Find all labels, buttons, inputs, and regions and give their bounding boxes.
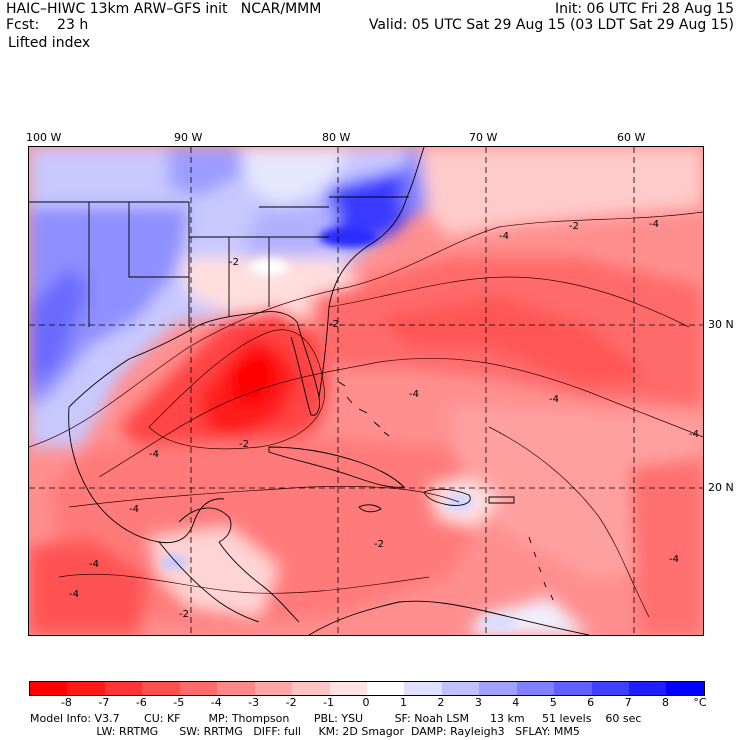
colorbar-tick-label: 8 xyxy=(662,696,670,709)
contour-label: -2 xyxy=(329,319,339,330)
valid-time: Valid: 05 UTC Sat 29 Aug 15 (03 LDT Sat … xyxy=(368,17,734,33)
lon-label-90w: 90 W xyxy=(174,131,203,144)
colorbar-swatch xyxy=(179,682,218,695)
colorbar-tick-label: -5 xyxy=(173,696,185,709)
contour-label: -2 xyxy=(374,539,384,550)
colorbar-tick-label: 2 xyxy=(437,696,445,709)
colorbar-tick-label: 4 xyxy=(512,696,520,709)
colorbar-swatch xyxy=(30,682,68,695)
colorbar-swatch xyxy=(104,682,143,695)
colorbar-tick-label: 7 xyxy=(624,696,632,709)
contour-lines xyxy=(29,211,703,618)
colorbar-swatch xyxy=(591,682,629,695)
contour-label: -4 xyxy=(149,449,159,460)
colorbar-swatch xyxy=(254,682,293,695)
colorbar-swatch xyxy=(142,682,180,695)
lon-label-100w: 100 W xyxy=(26,131,62,144)
colorbar-swatch xyxy=(666,682,704,695)
colorbar-swatch xyxy=(479,682,517,695)
contour-label: -2 xyxy=(239,439,249,450)
colorbar-tick-label: 0 xyxy=(362,696,370,709)
colorbar-swatch xyxy=(292,682,330,695)
lon-label-80w: 80 W xyxy=(322,131,351,144)
contour-label: -4 xyxy=(129,504,139,515)
field-name: Lifted index xyxy=(8,35,91,51)
contour-label: -2 xyxy=(229,257,239,268)
init-time: Init: 06 UTC Fri 28 Aug 15 xyxy=(554,1,734,17)
colorbar-tick-label: 5 xyxy=(549,696,557,709)
contour-label: -2 xyxy=(569,221,579,232)
colorbar-tick-label: -6 xyxy=(135,696,147,709)
contour-label: -4 xyxy=(649,219,659,230)
lon-label-70w: 70 W xyxy=(469,131,498,144)
colorbar-tick-label: 3 xyxy=(474,696,482,709)
colorbar-tick-label: -4 xyxy=(210,696,222,709)
model-info-line1: Model Info: V3.7 CU: KF MP: Thompson PBL… xyxy=(30,712,642,725)
colorbar-tick-label: -8 xyxy=(60,696,72,709)
lifted-index-map: -2 -4 -2 -4 -2 -4 -4 -2 -4 -4 -2 -4 -4 -… xyxy=(28,146,704,636)
colorbar xyxy=(29,681,705,696)
colorbar-swatch xyxy=(554,682,592,695)
colorbar-tick-label: -3 xyxy=(248,696,260,709)
colorbar-tick-label: -2 xyxy=(285,696,297,709)
colorbar-swatch xyxy=(329,682,367,695)
colorbar-swatch xyxy=(629,682,667,695)
contour-label-group: -2 -4 -2 -4 -2 -4 -4 -2 -4 -4 -2 -4 -4 -… xyxy=(69,219,699,620)
contour-label: -4 xyxy=(669,554,679,565)
contour-label: -4 xyxy=(409,389,419,400)
colorbar-swatch xyxy=(441,682,480,695)
forecast-hour: Fcst: 23 h xyxy=(6,17,89,33)
colorbar-swatch xyxy=(67,682,105,695)
contour-label: -4 xyxy=(89,559,99,570)
coastlines xyxy=(29,147,590,635)
model-info-line2: LW: RRTMG SW: RRTMG DIFF: full KM: 2D Sm… xyxy=(30,725,580,738)
colorbar-tick-label: -1 xyxy=(323,696,335,709)
colorbar-tick-label: -7 xyxy=(98,696,110,709)
contour-label: -4 xyxy=(499,231,509,242)
colorbar-tick-label: 1 xyxy=(399,696,407,709)
graticule xyxy=(29,147,703,635)
contour-label: -4 xyxy=(69,589,79,600)
colorbar-swatch xyxy=(516,682,555,695)
colorbar-swatch xyxy=(404,682,442,695)
contour-label: -2 xyxy=(179,609,189,620)
li-detail xyxy=(160,227,517,630)
lon-label-60w: 60 W xyxy=(617,131,646,144)
lat-label-20n: 20 N xyxy=(708,481,734,494)
contour-label: -4 xyxy=(549,394,559,405)
map-canvas: -2 -4 -2 -4 -2 -4 -4 -2 -4 -4 -2 -4 -4 -… xyxy=(29,147,703,635)
colorbar-swatch xyxy=(217,682,255,695)
colorbar-tick-label: 6 xyxy=(587,696,595,709)
lat-label-30n: 30 N xyxy=(708,318,734,331)
colorbar-unit: °C xyxy=(693,696,707,709)
contour-label: -4 xyxy=(689,429,699,440)
colorbar-swatch xyxy=(366,682,405,695)
title-left: HAIC–HIWC 13km ARW–GFS init NCAR/MMM xyxy=(6,1,322,17)
